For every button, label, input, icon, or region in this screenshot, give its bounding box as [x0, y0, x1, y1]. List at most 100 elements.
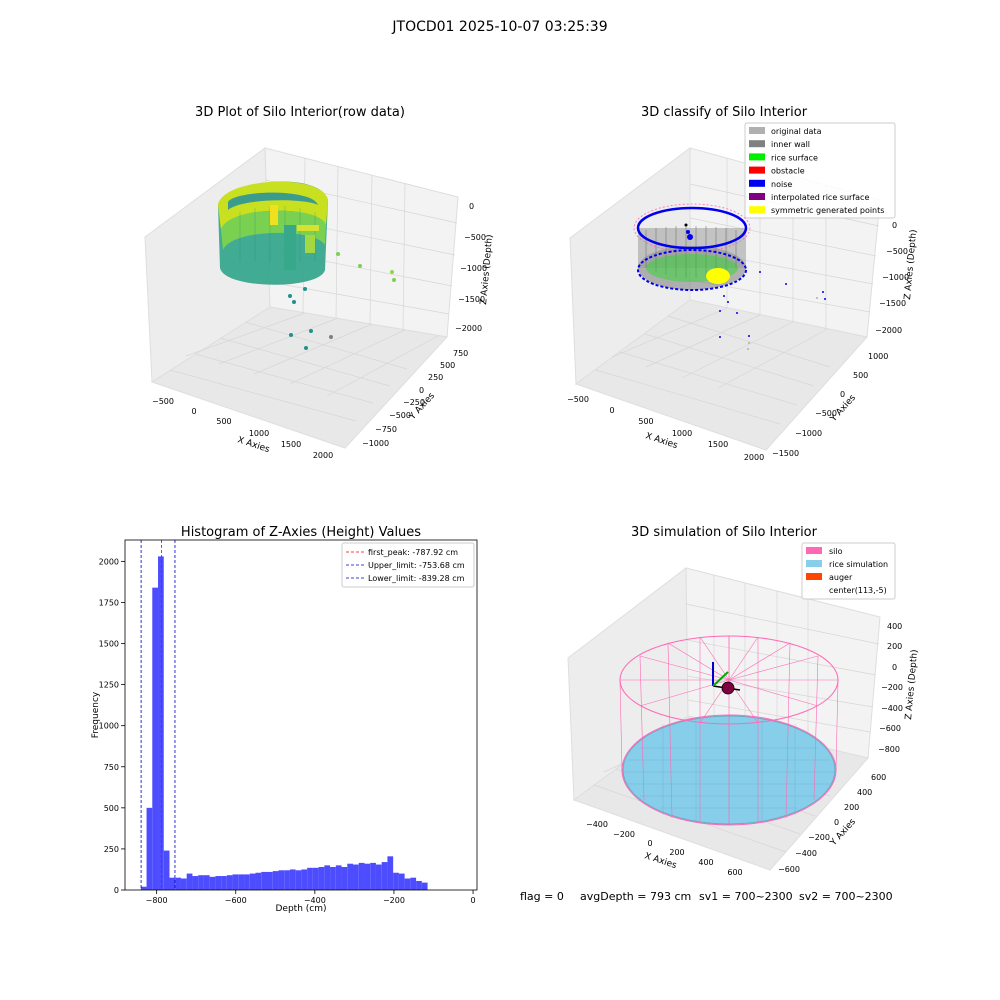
svg-text:−1000: −1000: [460, 264, 487, 273]
raw-z-ticks: 0 −500 −1000 −1500 −2000: [455, 202, 487, 333]
histogram-bar: [255, 872, 262, 890]
histogram-x-tick-label: −800: [146, 896, 168, 905]
classify-floor-pane: [574, 299, 868, 451]
panel-simulation-3d: 3D simulation of Silo Interior: [567, 525, 920, 877]
svg-text:−200: −200: [613, 830, 635, 839]
svg-text:1000: 1000: [672, 429, 692, 438]
svg-text:500: 500: [216, 417, 231, 426]
classify-legend-label: original data: [771, 127, 822, 136]
panel-classify-3d: 3D classify of Silo Interior: [567, 105, 919, 462]
histogram-legend-label: Upper_limit: -753.68 cm: [368, 561, 465, 570]
histogram-y-label: Frequency: [91, 691, 101, 738]
classify-legend-label: noise: [771, 180, 792, 189]
histogram-bar: [198, 875, 204, 890]
histogram-x-ticks: −800 −600 −400 −200 0: [146, 890, 476, 905]
classify-legend-label: interpolated rice surface: [771, 193, 869, 202]
simulation-legend-swatch: [806, 573, 822, 580]
svg-text:1000: 1000: [868, 352, 888, 361]
histogram-bar: [175, 877, 181, 890]
svg-text:−1500: −1500: [458, 295, 485, 304]
svg-text:−600: −600: [778, 865, 800, 874]
histogram-bar: [158, 556, 164, 890]
footer-avg-depth: avgDepth = 793 cm: [580, 890, 691, 903]
svg-text:−500: −500: [389, 411, 411, 420]
svg-text:−800: −800: [878, 745, 900, 754]
histogram-legend-label: Lower_limit: -839.28 cm: [368, 574, 465, 583]
classify-legend: original data inner wall rice surface obsta…: [744, 122, 896, 219]
raw-x-ticks: −500 0 500 1000 1500 2000: [152, 397, 333, 460]
raw-floor-pane: [150, 306, 448, 449]
classify-legend-label: inner wall: [771, 140, 810, 149]
simulation-legend-label: center(113,-5): [829, 586, 887, 595]
footer-flag: flag = 0: [520, 890, 564, 903]
raw-x-label: X Axies: [236, 435, 271, 455]
histogram-bar: [398, 873, 405, 890]
histogram-y-tick-label: 500: [104, 804, 119, 813]
histogram-y-tick-label: 1000: [99, 722, 119, 731]
svg-text:600: 600: [871, 773, 886, 782]
histogram-bar: [353, 864, 359, 890]
classify-original-points: [747, 297, 818, 350]
histogram-bar: [215, 876, 222, 890]
svg-text:−2000: −2000: [875, 326, 902, 335]
svg-text:−1500: −1500: [879, 299, 906, 308]
histogram-bar: [358, 862, 365, 890]
histogram-x-label: Depth (cm): [275, 904, 326, 914]
simulation-legend-swatch: [806, 547, 822, 554]
svg-text:200: 200: [669, 848, 684, 857]
histogram-y-tick-label: 250: [104, 845, 119, 854]
histogram-bar: [163, 850, 170, 890]
histogram-bar: [266, 871, 273, 890]
svg-text:400: 400: [857, 788, 872, 797]
classify-z-label: Z Axies (Depth): [903, 229, 919, 300]
histogram-bar: [272, 871, 279, 890]
histogram-bar: [307, 867, 313, 890]
histogram-y-tick-label: 0: [114, 886, 119, 895]
histogram-bar: [341, 866, 348, 890]
svg-text:200: 200: [844, 803, 859, 812]
histogram-bars: [140, 556, 428, 890]
histogram-bar: [203, 875, 210, 890]
histogram-bar: [209, 876, 216, 890]
histogram-bar: [375, 864, 382, 890]
svg-text:0: 0: [892, 663, 897, 672]
histogram-bar: [324, 865, 331, 890]
histogram-bar: [364, 863, 371, 890]
histogram-bar: [152, 587, 159, 890]
histogram-bar: [238, 874, 245, 890]
svg-text:−400: −400: [586, 820, 608, 829]
histogram-bar: [330, 866, 336, 890]
svg-text:−400: −400: [881, 704, 903, 713]
histogram-x-tick-label: −400: [304, 896, 326, 905]
svg-text:−500: −500: [567, 395, 589, 404]
svg-text:2000: 2000: [744, 453, 764, 462]
histogram-bar: [146, 807, 153, 890]
svg-text:−400: −400: [795, 849, 817, 858]
classify-legend-label: rice surface: [771, 153, 818, 162]
histogram-bar: [410, 877, 417, 890]
histogram-bar: [232, 874, 239, 890]
histogram-bar: [289, 869, 296, 890]
histogram-vlines: [140, 540, 176, 890]
svg-text:1500: 1500: [281, 440, 301, 449]
classify-x-ticks: −500 0 500 1000 1500 2000: [567, 395, 764, 462]
histogram-bar: [387, 856, 394, 890]
simulation-z-label: Z Axies (Depth): [904, 649, 920, 720]
simulation-legend-swatch: [806, 560, 822, 567]
svg-text:500: 500: [853, 371, 868, 380]
raw-scattered-points: [288, 252, 396, 350]
histogram-y-ticks: 0 250 500 750 1000 1250 1500 1750 2000: [99, 557, 125, 895]
panel-histogram: Histogram of Z-Axies (Height) Values −80…: [91, 525, 478, 914]
classify-legend-swatch: [749, 127, 765, 134]
classify-silo: [633, 203, 751, 291]
histogram-bar: [295, 870, 302, 890]
histogram-bar: [347, 863, 354, 890]
panel-raw-3d: 3D Plot of Silo Interior(row data): [144, 105, 495, 460]
histogram-bar: [140, 886, 147, 890]
histogram-title: Histogram of Z-Axies (Height) Values: [181, 525, 421, 540]
footer-status: flag = 0 avgDepth = 793 cm sv1 = 700~230…: [520, 890, 893, 903]
raw-silo-ring: [218, 181, 328, 285]
histogram-y-tick-label: 1750: [99, 598, 119, 607]
svg-text:0: 0: [191, 407, 196, 416]
